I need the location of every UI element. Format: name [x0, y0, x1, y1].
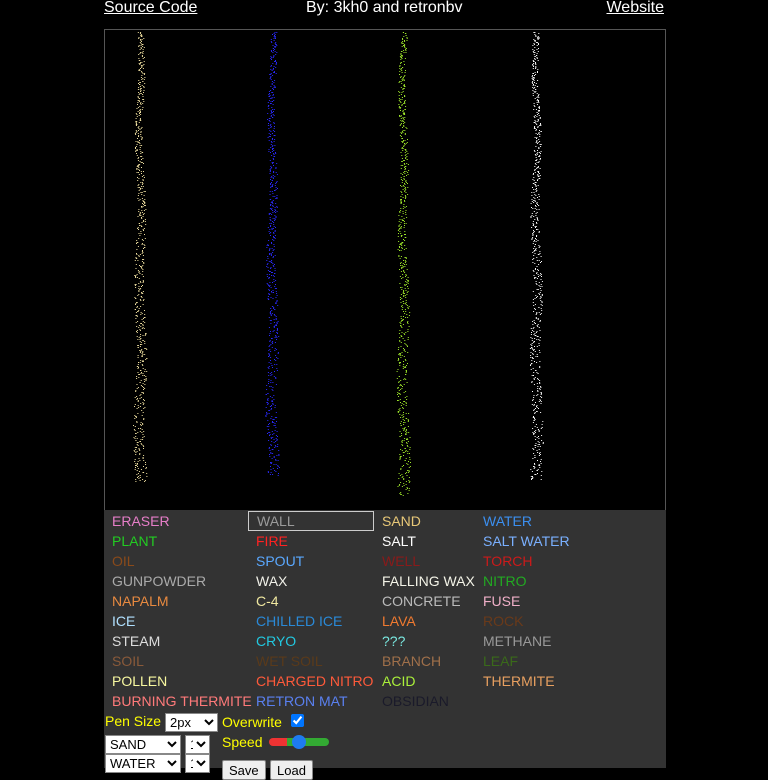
save-button[interactable]: Save	[222, 760, 266, 780]
element-acid[interactable]: ACID	[382, 673, 416, 689]
element-sand[interactable]: SAND	[382, 513, 421, 529]
website-link[interactable]: Website	[606, 0, 664, 16]
element-salt[interactable]: SALT	[382, 533, 416, 549]
element-fuse[interactable]: FUSE	[483, 593, 521, 609]
element-lava[interactable]: LAVA	[382, 613, 416, 629]
element-fire[interactable]: FIRE	[256, 533, 288, 549]
element-c-4[interactable]: C-4	[256, 593, 279, 609]
element-thermite[interactable]: THERMITE	[483, 673, 555, 689]
element-obsidian[interactable]: OBSIDIAN	[382, 693, 449, 709]
element-panel: ERASER WALL SAND WATER PLANT FIRE SALT SALT WAT…	[104, 510, 666, 780]
element-ice[interactable]: ICE	[112, 613, 136, 629]
element-pollen[interactable]: POLLEN	[112, 673, 168, 689]
element-falling-wax[interactable]: FALLING WAX	[382, 573, 475, 589]
spout2-rate-select[interactable]: 1	[185, 754, 210, 773]
element-leaf[interactable]: LEAF	[483, 653, 519, 669]
particle-layer	[133, 32, 544, 496]
element-charged-nitro[interactable]: CHARGED NITRO	[256, 673, 374, 689]
element-well[interactable]: WELL	[382, 553, 421, 569]
spout1-rate-select[interactable]: 1	[185, 735, 210, 754]
element-oil[interactable]: OIL	[112, 553, 135, 569]
element-torch[interactable]: TORCH	[483, 553, 533, 569]
particle-stream	[529, 32, 544, 480]
spout2-element-select[interactable]: WATER	[105, 754, 181, 773]
speed-slider-knob[interactable]	[292, 735, 306, 749]
element-methane[interactable]: METHANE	[483, 633, 552, 649]
simulation-canvas[interactable]	[104, 29, 666, 511]
speed-label: Speed	[222, 734, 263, 750]
particle-stream	[396, 32, 411, 496]
particle-stream	[133, 32, 148, 482]
element-unknown[interactable]: ???	[382, 633, 406, 649]
overwrite-label: Overwrite	[222, 714, 282, 730]
element-burning-thermite[interactable]: BURNING THERMITE	[112, 693, 252, 709]
element-spout[interactable]: SPOUT	[256, 553, 305, 569]
element-concrete[interactable]: CONCRETE	[382, 593, 461, 609]
header: Source Code By: 3kh0 and retronbv Websit…	[104, 0, 664, 22]
element-eraser[interactable]: ERASER	[112, 513, 170, 529]
overwrite-checkbox[interactable]	[291, 714, 304, 727]
load-button[interactable]: Load	[270, 760, 313, 780]
element-plant[interactable]: PLANT	[112, 533, 158, 549]
element-wet-soil[interactable]: WET SOIL	[256, 653, 323, 669]
element-gunpowder[interactable]: GUNPOWDER	[112, 573, 207, 589]
element-wax[interactable]: WAX	[256, 573, 288, 589]
element-branch[interactable]: BRANCH	[382, 653, 442, 669]
element-steam[interactable]: STEAM	[112, 633, 161, 649]
element-cryo[interactable]: CRYO	[256, 633, 297, 649]
particle-stream	[265, 32, 280, 476]
speed-slider[interactable]	[269, 735, 329, 749]
element-water[interactable]: WATER	[483, 513, 532, 529]
element-salt-water[interactable]: SALT WATER	[483, 533, 570, 549]
credits-text: By: 3kh0 and retronbv	[306, 0, 463, 16]
source-code-link[interactable]: Source Code	[104, 0, 198, 16]
element-nitro[interactable]: NITRO	[483, 573, 527, 589]
element-chilled-ice[interactable]: CHILLED ICE	[256, 613, 343, 629]
element-napalm[interactable]: NAPALM	[112, 593, 169, 609]
pen-size-select[interactable]: 2px	[165, 713, 218, 732]
element-soil[interactable]: SOIL	[112, 653, 144, 669]
pen-size-label: Pen Size	[105, 713, 162, 729]
spout1-element-select[interactable]: SAND	[105, 735, 181, 754]
element-rock[interactable]: ROCK	[483, 613, 524, 629]
element-retron-mat[interactable]: RETRON MAT	[256, 693, 348, 709]
element-wall[interactable]: WALL	[248, 511, 374, 531]
